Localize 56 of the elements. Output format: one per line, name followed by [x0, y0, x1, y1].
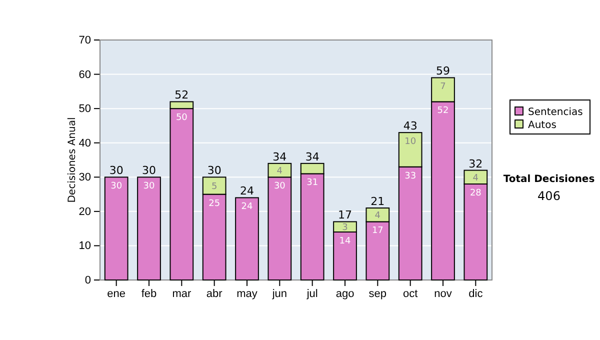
data-label: 10	[404, 137, 416, 148]
total-label: 34	[305, 150, 320, 164]
data-label: 25	[208, 198, 220, 209]
x-tick-label: oct	[402, 288, 418, 300]
y-tick-label: 60	[78, 68, 91, 81]
text: 406	[538, 189, 560, 203]
data-label: 50	[176, 113, 188, 124]
data-label: 30	[110, 182, 122, 192]
y-tick-label: 70	[78, 34, 91, 47]
text: Total Decisiones	[503, 174, 595, 185]
data-label: 5	[211, 182, 218, 192]
total-label: 21	[370, 195, 385, 208]
total-label: 34	[272, 150, 287, 164]
x-tick-label: feb	[141, 288, 157, 300]
legend-label: Autos	[528, 120, 556, 131]
total-label: 32	[468, 157, 483, 170]
y-tick-label: 30	[78, 172, 91, 184]
data-label: 17	[372, 226, 384, 236]
data-label: 4	[276, 166, 283, 176]
y-tick-label: 50	[78, 103, 91, 116]
y-tick-label: 20	[78, 206, 91, 218]
x-tick-label: ene	[107, 288, 126, 300]
data-label: 7	[440, 82, 446, 92]
x-tick-label: may	[236, 288, 258, 300]
data-label: 28	[470, 188, 482, 198]
total-label: 30	[142, 164, 156, 178]
data-label: 3	[342, 223, 348, 234]
x-tick-label: nov	[434, 288, 452, 300]
total-label: 24	[240, 184, 254, 198]
data-label: 24	[241, 202, 253, 212]
y-tick-label: 10	[78, 240, 91, 252]
y-tick-label: 40	[78, 137, 91, 150]
total-label: 30	[207, 164, 222, 178]
legend-label: Sentencias	[528, 107, 583, 118]
total-label: 43	[403, 120, 418, 133]
total-label: 59	[436, 64, 450, 78]
x-tick-label: ago	[336, 288, 354, 300]
y-tick-label: 0	[84, 274, 91, 287]
data-label: 31	[306, 178, 318, 188]
data-label: 30	[143, 182, 155, 192]
x-tick-label: dic	[468, 288, 484, 300]
x-tick-label: mar	[172, 288, 192, 300]
x-tick-label: jun	[271, 288, 288, 300]
x-tick-label: abr	[206, 288, 223, 300]
data-label: 14	[339, 236, 351, 246]
y-axis-title: Decisiones Anual	[67, 117, 78, 203]
data-label: 30	[274, 182, 286, 192]
total-label: 17	[338, 208, 352, 222]
total-label: 52	[174, 88, 189, 102]
data-label: 4	[472, 173, 479, 184]
total-label: 30	[109, 164, 124, 178]
x-tick-label: jul	[306, 288, 318, 300]
data-label: 52	[437, 106, 449, 116]
data-label: 33	[404, 171, 416, 182]
data-label: 4	[374, 211, 381, 222]
x-tick-label: sep	[368, 288, 387, 300]
